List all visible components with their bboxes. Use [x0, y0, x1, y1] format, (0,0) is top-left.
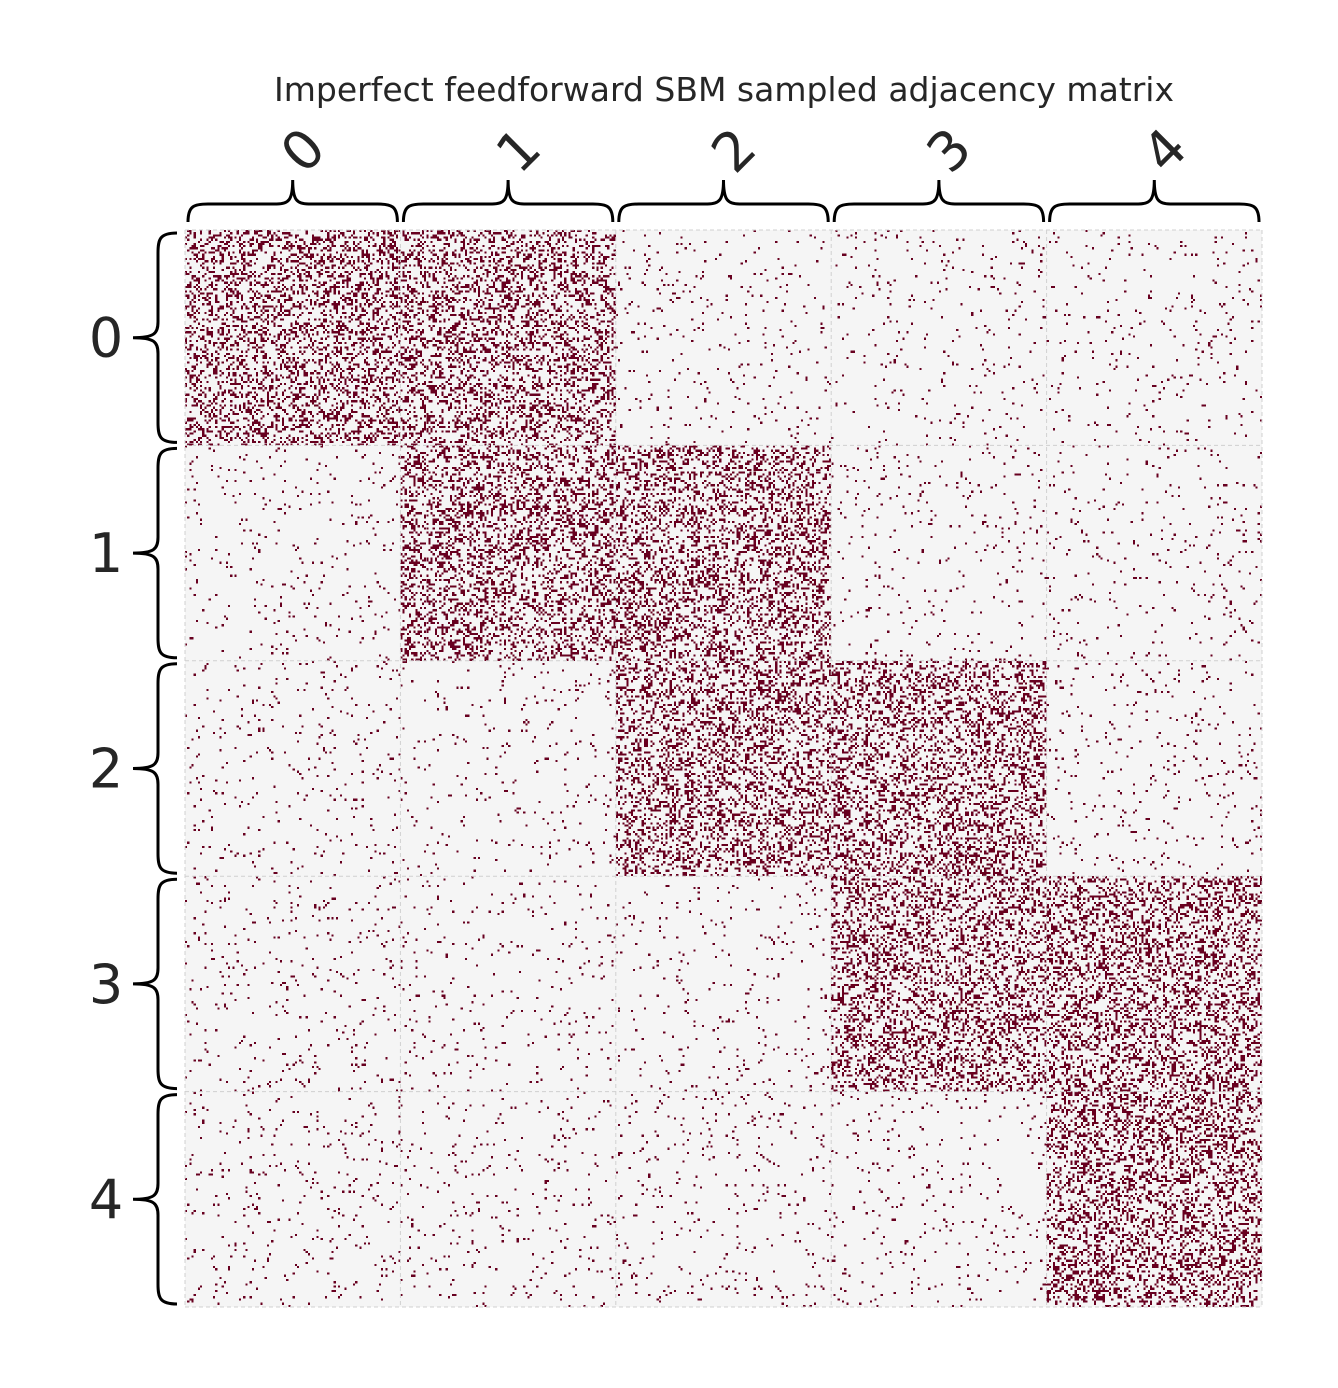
block-1-1-edges [400, 445, 616, 661]
block-4-2-edges [615, 1091, 832, 1307]
chart-title: Imperfect feedforward SBM sampled adjace… [274, 70, 1174, 109]
block-4-0-edges [185, 1091, 401, 1307]
edge-cells [185, 230, 1262, 1307]
row-bracket-0 [132, 231, 178, 444]
col-tick-label: 0 [269, 116, 338, 185]
block-grid [184, 229, 1263, 1308]
block-3-3-edges [831, 876, 1047, 1092]
row-bracket-2 [132, 662, 178, 875]
block-3-1-edges [400, 876, 616, 1092]
row-tick-label: 3 [89, 953, 123, 1016]
block-4-3-edges [831, 1091, 1047, 1307]
block-3-2-edges [615, 876, 832, 1092]
block-1-0-edges [185, 445, 401, 661]
block-2-1-edges [400, 660, 616, 877]
block-0-2-edges [615, 230, 832, 446]
block-0-4-edges [1046, 230, 1262, 446]
block-2-3-edges [831, 660, 1047, 877]
row-tick-label: 2 [89, 738, 123, 801]
block-2-2-edges [615, 660, 832, 877]
row-bracket-3 [132, 877, 178, 1091]
block-4-4-edges [1046, 1091, 1262, 1307]
row-bracket-4 [132, 1093, 178, 1306]
col-tick-label: 2 [699, 116, 768, 185]
block-4-1-edges [400, 1091, 616, 1307]
block-1-3-edges [831, 445, 1047, 661]
block-2-0-edges [185, 660, 401, 877]
block-1-2-edges [615, 445, 832, 661]
row-tick-label: 0 [89, 307, 123, 370]
col-bracket-3 [832, 179, 1046, 223]
block-3-4-edges [1046, 876, 1262, 1092]
col-bracket-0 [186, 179, 399, 223]
block-brackets [132, 179, 1261, 1306]
col-bracket-2 [617, 179, 830, 223]
row-tick-label: 4 [89, 1168, 123, 1231]
col-bracket-1 [401, 179, 615, 223]
block-3-0-edges [185, 876, 401, 1092]
col-tick-label: 1 [484, 116, 553, 185]
row-tick-label: 1 [89, 522, 123, 585]
col-tick-label: 4 [1130, 116, 1199, 185]
col-bracket-4 [1048, 179, 1261, 223]
col-tick-label: 3 [915, 116, 984, 185]
block-1-4-edges [1046, 445, 1262, 661]
block-0-1-edges [400, 230, 616, 446]
block-0-0-edges [185, 230, 401, 446]
row-bracket-1 [132, 446, 178, 660]
